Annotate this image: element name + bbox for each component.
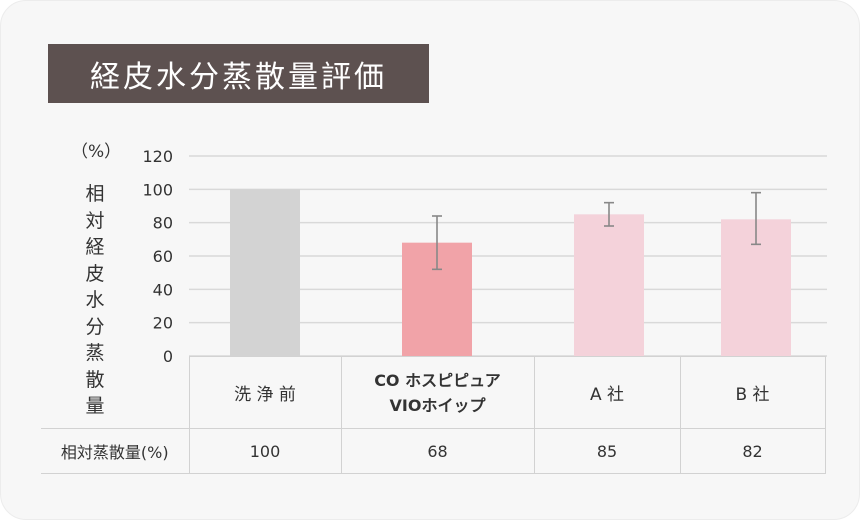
category-row: 洗 浄 前 CO ホスピピュア VIOホイップ A 社 B 社 (41, 356, 826, 429)
table-corner (41, 356, 190, 429)
category-label-before-wash: 洗 浄 前 (188, 356, 342, 429)
y-tick-label: 40 (153, 280, 173, 299)
category-label-co-hospipure: CO ホスピピュア VIOホイップ (340, 356, 535, 429)
bar (230, 189, 300, 356)
chart-title: 経皮水分蒸散量評価 (48, 44, 429, 103)
bar (574, 214, 644, 356)
category-label-company-a: A 社 (533, 356, 681, 429)
value-cell: 85 (533, 428, 681, 474)
value-cell: 82 (679, 428, 826, 474)
y-unit-label: （%） (71, 142, 122, 162)
value-row: 相対蒸散量(%) 100 68 85 82 (41, 428, 826, 474)
row-header: 相対蒸散量(%) (41, 428, 190, 474)
y-tick-label: 100 (142, 180, 173, 199)
category-label-company-b: B 社 (679, 356, 826, 429)
category-label-line-1: CO ホスピピュア (374, 370, 501, 390)
value-cell: 68 (340, 428, 535, 474)
y-tick-label: 120 (142, 147, 173, 166)
y-tick-label: 20 (153, 314, 173, 333)
y-tick-label: 80 (153, 214, 173, 233)
value-cell: 100 (188, 428, 342, 474)
data-table: 洗 浄 前 CO ホスピピュア VIOホイップ A 社 B 社 相対蒸散量(%)… (41, 356, 826, 474)
y-tick-label: 60 (153, 247, 173, 266)
category-label-line-2: VIOホイップ (389, 395, 486, 415)
